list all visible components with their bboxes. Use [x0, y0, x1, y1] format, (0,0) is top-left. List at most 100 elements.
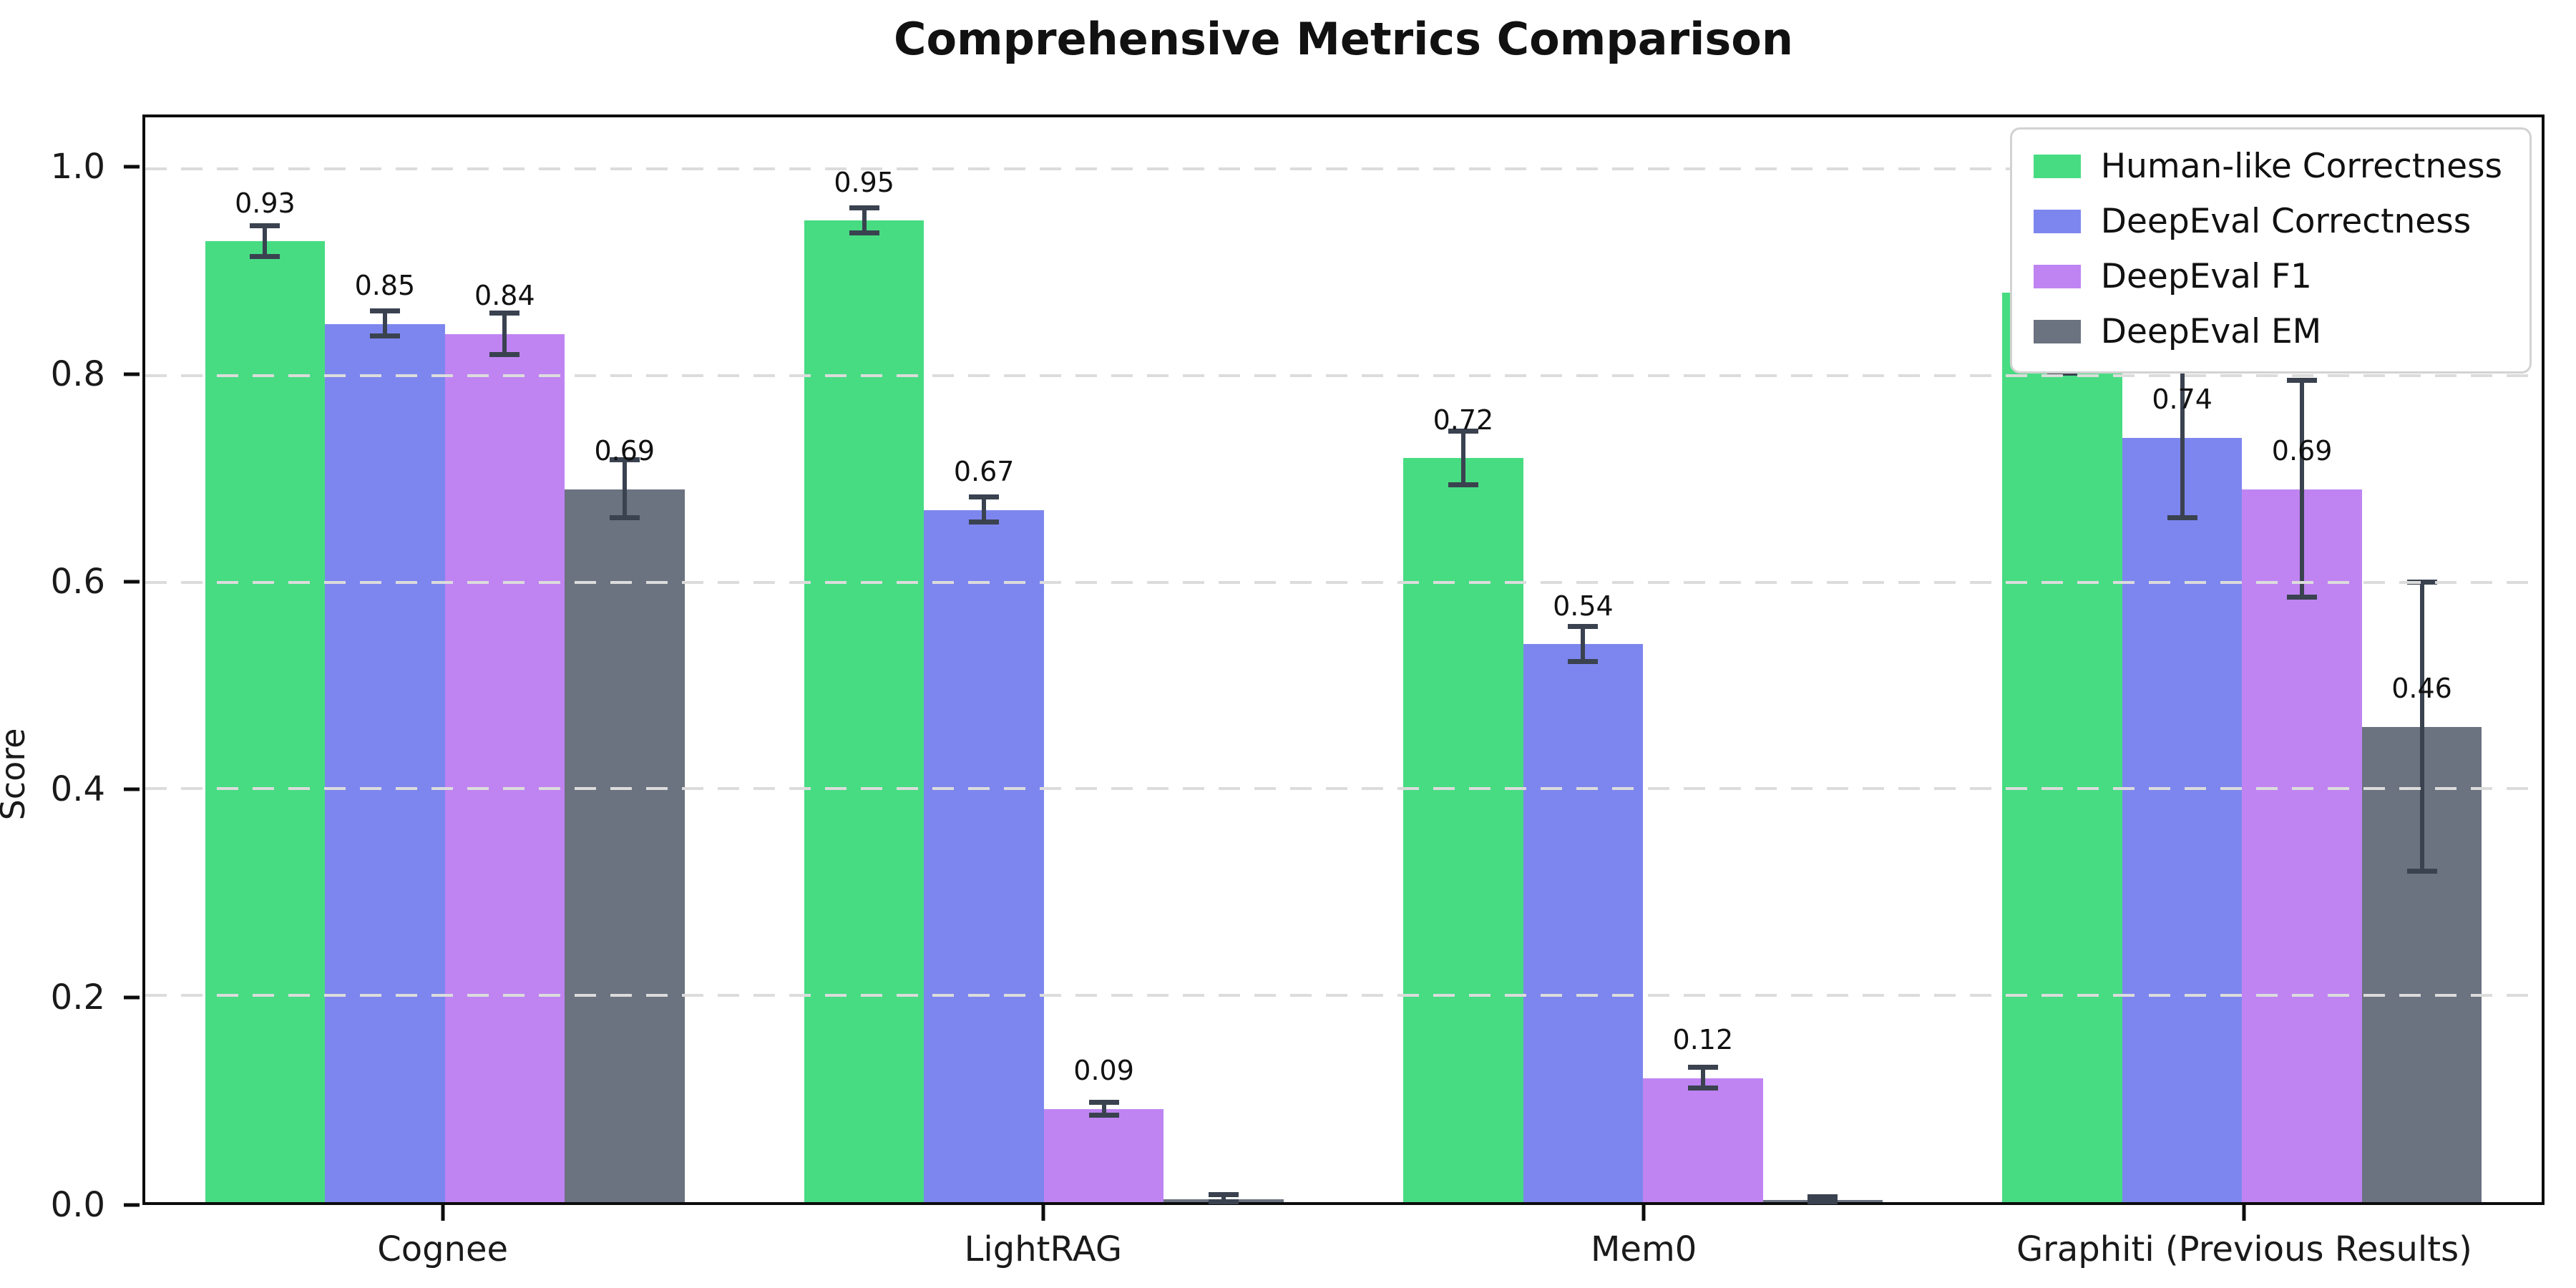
- error-bar-cap: [609, 515, 640, 521]
- legend-row: DeepEval Correctness: [2033, 202, 2502, 241]
- bar-value-label: 0.69: [594, 435, 655, 467]
- y-tick-mark: [124, 995, 140, 1000]
- y-tick-mark: [124, 580, 140, 584]
- gridline: [145, 167, 2542, 171]
- bar-group: 0.72 0.54 0.12: [1344, 117, 1943, 1204]
- bar-slot: 0.84: [444, 117, 565, 1202]
- x-tick-mark: [1041, 1205, 1045, 1221]
- error-bar-cap: [369, 308, 400, 314]
- error-bar-cap: [1448, 428, 1478, 434]
- error-bar-cap: [489, 311, 520, 316]
- bar: [804, 220, 924, 1202]
- error-bar-cap: [969, 494, 1000, 500]
- error-bar: [2419, 582, 2424, 872]
- error-bar-cap: [250, 253, 280, 259]
- gridline: [145, 374, 2542, 377]
- gridline: [145, 787, 2542, 791]
- legend-label: DeepEval F1: [2100, 257, 2312, 296]
- y-tick-label: 0.4: [50, 769, 105, 810]
- legend-label: Human-like Correctness: [2100, 147, 2502, 186]
- error-bar-cap: [1209, 1199, 1239, 1204]
- chart-title: Comprehensive Metrics Comparison: [893, 13, 1794, 65]
- bar-slot: 0.85: [325, 117, 445, 1202]
- y-tick-mark: [124, 165, 140, 169]
- error-bar-cap: [369, 333, 400, 339]
- bar-group: 0.93 0.85 0.84 0.69: [145, 117, 744, 1202]
- gridline: [145, 580, 2542, 584]
- bar: [565, 489, 685, 1202]
- bar-value-label: 0.69: [2271, 435, 2333, 467]
- legend-label: DeepEval EM: [2100, 312, 2322, 351]
- bar-slot: 0.67: [924, 117, 1044, 1202]
- error-bar-cap: [2406, 868, 2437, 874]
- error-bar-cap: [1568, 658, 1599, 664]
- error-bar-cap: [489, 352, 520, 358]
- bar-group: 0.95 0.67 0.09: [744, 117, 1343, 1204]
- x-tick-mark: [2242, 1205, 2246, 1221]
- error-bar-cap: [609, 457, 640, 463]
- bar-slot: 0.46: [2361, 117, 2482, 1202]
- error-bar: [382, 311, 387, 337]
- x-tick-mark: [1641, 1205, 1646, 1221]
- error-bar: [862, 208, 867, 233]
- bar-slot: 0.09: [1043, 117, 1164, 1202]
- y-axis-title: Score: [0, 728, 32, 821]
- bar: [444, 334, 565, 1202]
- y-tick-label: 1.0: [50, 146, 105, 187]
- y-tick-label: 0.8: [50, 353, 105, 394]
- error-bar: [2180, 356, 2185, 519]
- error-bar-cap: [1088, 1112, 1119, 1118]
- bar-value-label: 0.09: [1073, 1055, 1134, 1087]
- x-tick-label: LightRAG: [964, 1229, 1123, 1269]
- x-tick-label: Mem0: [1591, 1229, 1697, 1269]
- bar-value-label: 0.95: [834, 166, 894, 198]
- x-tick-mark: [441, 1205, 445, 1221]
- bar-value-label: 0.74: [2152, 383, 2212, 415]
- bar-value-label: 0.85: [354, 270, 416, 301]
- error-bar: [622, 460, 627, 519]
- x-tick-label: Graphiti (Previous Results): [2016, 1229, 2472, 1269]
- error-bar-cap: [2167, 515, 2197, 521]
- bar: [205, 241, 326, 1202]
- y-axis: Score 0.0 0.2 0.4 0.6 0.8 1.0: [0, 114, 142, 1225]
- bar-slot: 0.69: [2242, 117, 2362, 1202]
- error-bar: [1221, 1194, 1226, 1202]
- gridline: [145, 994, 2542, 997]
- bar-group: 0.88 0.74 0.69 0.46: [1943, 117, 2542, 1202]
- bar: [2122, 437, 2243, 1202]
- y-tick-mark: [124, 787, 140, 791]
- error-bar-cap: [2287, 595, 2318, 600]
- bar-slot: 0.69: [565, 117, 685, 1202]
- bar-slot: 0.72: [1403, 117, 1523, 1202]
- legend-swatch: [2033, 210, 2081, 233]
- bar-slot: 0.93: [205, 117, 326, 1202]
- error-bar: [502, 313, 507, 356]
- bar: [1643, 1078, 1763, 1202]
- error-bar-cap: [969, 519, 1000, 525]
- plot-area: 0.93 0.85 0.84 0.69 0.95 0.67 0.09 0.72 0.54 0.12…: [142, 114, 2545, 1205]
- error-bar-cap: [1568, 623, 1599, 629]
- error-bar: [1101, 1103, 1106, 1116]
- bar-value-label: 0.93: [235, 187, 296, 219]
- error-bar-cap: [2287, 378, 2318, 384]
- error-bar-cap: [250, 223, 280, 228]
- legend-row: DeepEval F1: [2033, 257, 2502, 296]
- y-tick-label: 0.0: [50, 1185, 105, 1225]
- bar-value-label: 0.72: [1433, 404, 1494, 436]
- error-bar: [982, 497, 987, 522]
- bar-slot: [1163, 117, 1284, 1204]
- legend-swatch: [2033, 155, 2081, 178]
- error-bar-cap: [1807, 1194, 1838, 1199]
- x-tick-label: Cognee: [377, 1229, 509, 1269]
- error-bar: [263, 225, 268, 257]
- error-bar: [1460, 431, 1465, 485]
- error-bar-cap: [1088, 1100, 1119, 1106]
- bar-slot: 0.88: [2002, 117, 2122, 1202]
- legend-row: DeepEval EM: [2033, 312, 2502, 351]
- bar-value-label: 0.84: [474, 280, 535, 312]
- bar: [325, 323, 445, 1202]
- y-tick-mark: [124, 372, 140, 376]
- error-bar: [1581, 626, 1586, 662]
- legend-row: Human-like Correctness: [2033, 147, 2502, 186]
- legend: Human-like Correctness DeepEval Correctne…: [2009, 127, 2532, 374]
